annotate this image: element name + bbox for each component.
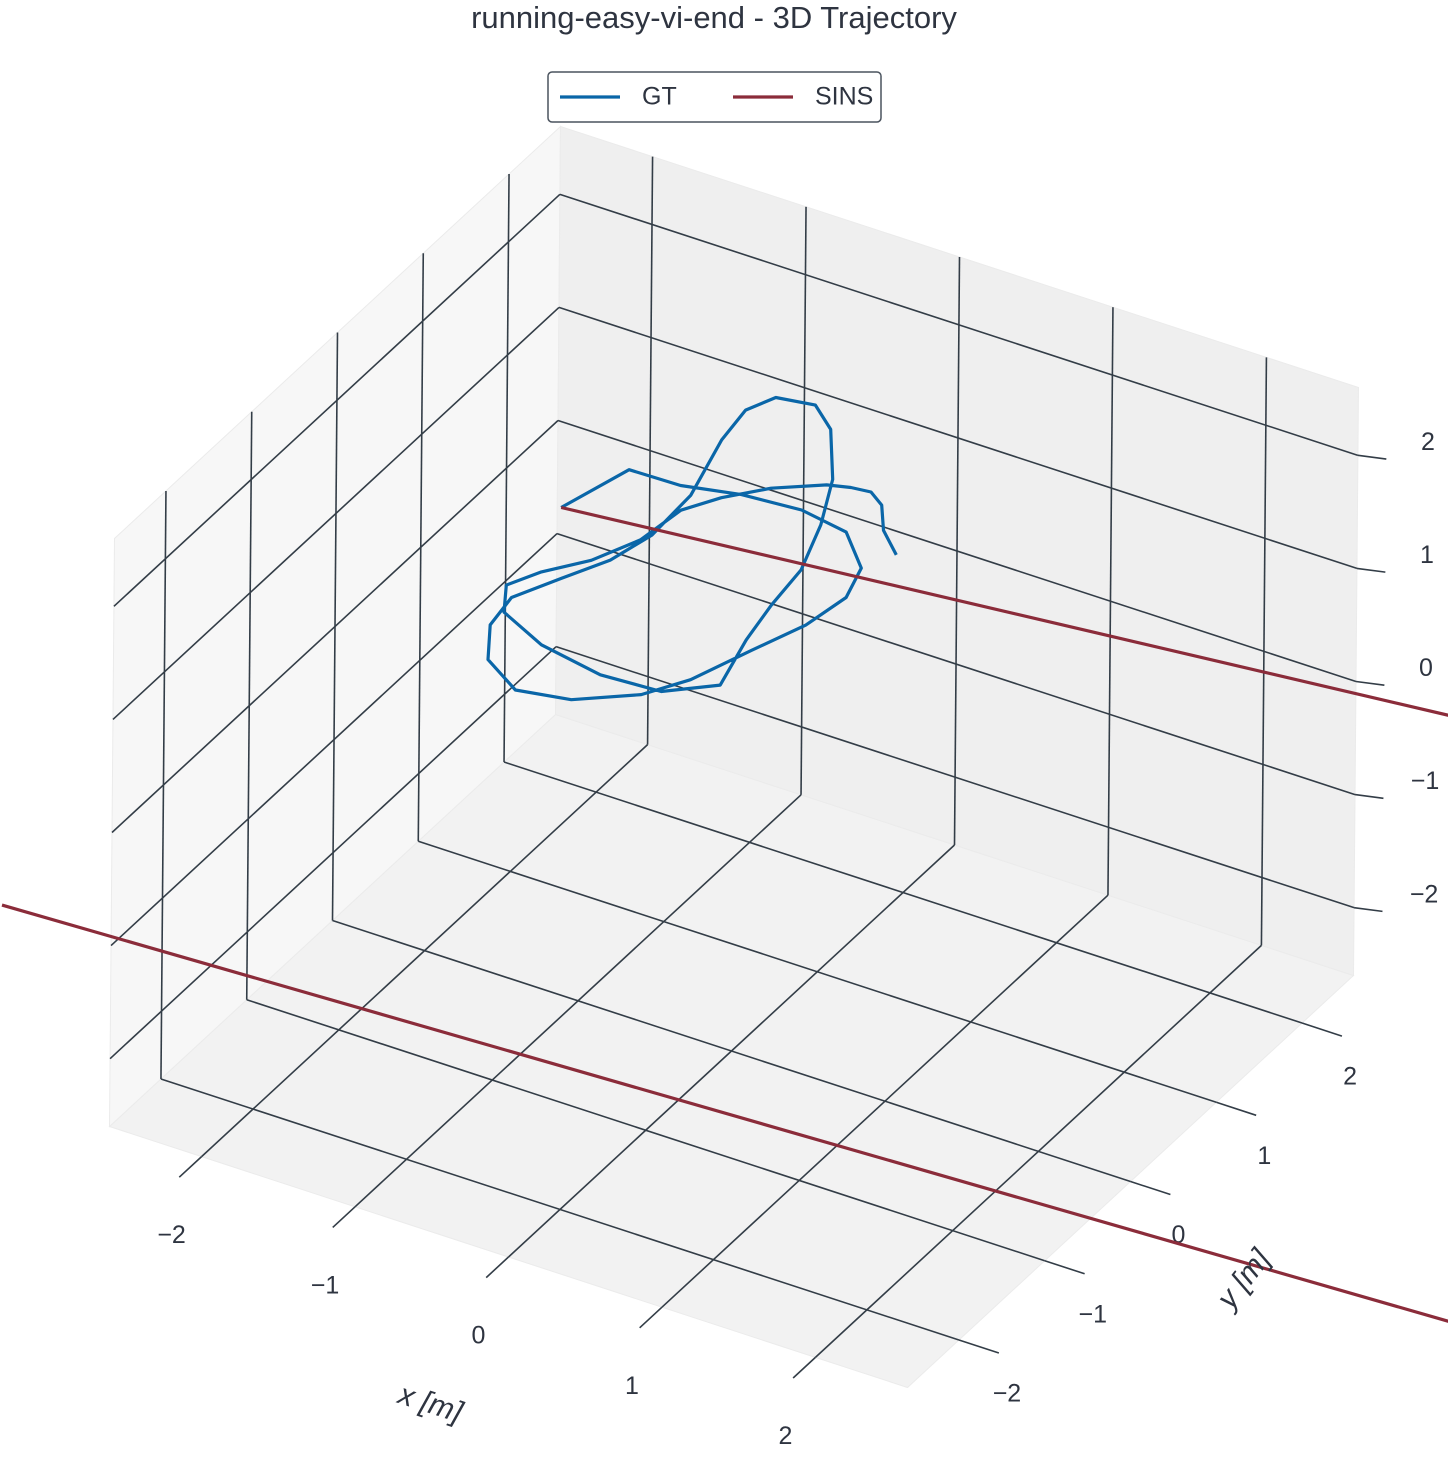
y-tick-label: −1 bbox=[1078, 1300, 1107, 1328]
x-tick bbox=[639, 1306, 663, 1329]
z-tick bbox=[1355, 680, 1385, 687]
grid bbox=[109, 156, 1359, 1358]
y-tick-label: −2 bbox=[993, 1380, 1022, 1408]
grid-line bbox=[558, 306, 1358, 570]
z-tick bbox=[1357, 454, 1387, 460]
grid-line bbox=[110, 532, 558, 947]
grid-line bbox=[556, 532, 1356, 796]
y-tick bbox=[1044, 1259, 1085, 1275]
x-tick-label: −2 bbox=[157, 1221, 186, 1249]
grid-line bbox=[559, 193, 1359, 457]
series-line bbox=[1, 505, 1448, 1323]
y-tick bbox=[958, 1339, 1000, 1354]
x-tick-label: −1 bbox=[311, 1271, 340, 1299]
legend-label: GT bbox=[642, 83, 677, 111]
x-tick-label: 0 bbox=[472, 1322, 486, 1350]
x-tick bbox=[485, 1256, 510, 1279]
z-tick-label: 2 bbox=[1421, 428, 1435, 456]
z-tick-label: −2 bbox=[1410, 880, 1439, 908]
lines bbox=[1, 395, 1448, 1323]
z-tick bbox=[1353, 906, 1383, 913]
grid-line bbox=[160, 1078, 960, 1341]
y-tick-label: 1 bbox=[1257, 1142, 1271, 1170]
x-tick-label: 1 bbox=[625, 1372, 639, 1400]
series-line bbox=[486, 395, 898, 702]
y-axis-label: y [m] bbox=[1210, 1243, 1278, 1317]
x-axis-label: x [m] bbox=[393, 1377, 468, 1429]
y-tick-label: 2 bbox=[1343, 1063, 1357, 1091]
grid-line bbox=[332, 919, 1131, 1183]
x-tick bbox=[178, 1156, 203, 1178]
grid-line bbox=[555, 645, 1355, 909]
grid-line bbox=[557, 419, 1357, 683]
panes bbox=[108, 125, 1360, 1389]
x-tick bbox=[792, 1356, 816, 1379]
z-tick-label: 0 bbox=[1419, 654, 1433, 682]
chart-title: running-easy-vi-end - 3D Trajectory bbox=[471, 0, 957, 35]
z-tick bbox=[1356, 567, 1386, 573]
x-tick-label: 2 bbox=[778, 1422, 792, 1450]
grid-line bbox=[113, 193, 561, 607]
y-tick bbox=[1216, 1101, 1257, 1117]
grid-line bbox=[112, 306, 560, 721]
x-tick bbox=[332, 1206, 356, 1228]
grid-line bbox=[111, 419, 559, 834]
z-tick bbox=[1354, 793, 1384, 800]
z-tick-label: −1 bbox=[1411, 767, 1440, 795]
z-tick-label: 1 bbox=[1420, 541, 1434, 569]
grid-line bbox=[246, 998, 1045, 1262]
grid-line bbox=[418, 840, 1217, 1104]
legend-label: SINS bbox=[815, 83, 873, 111]
legend: GT SINS bbox=[547, 71, 882, 123]
y-tick bbox=[1301, 1022, 1343, 1037]
grid-line bbox=[503, 761, 1303, 1024]
y-tick bbox=[1130, 1180, 1171, 1196]
legend-box bbox=[547, 71, 882, 123]
grid-line bbox=[109, 646, 557, 1060]
